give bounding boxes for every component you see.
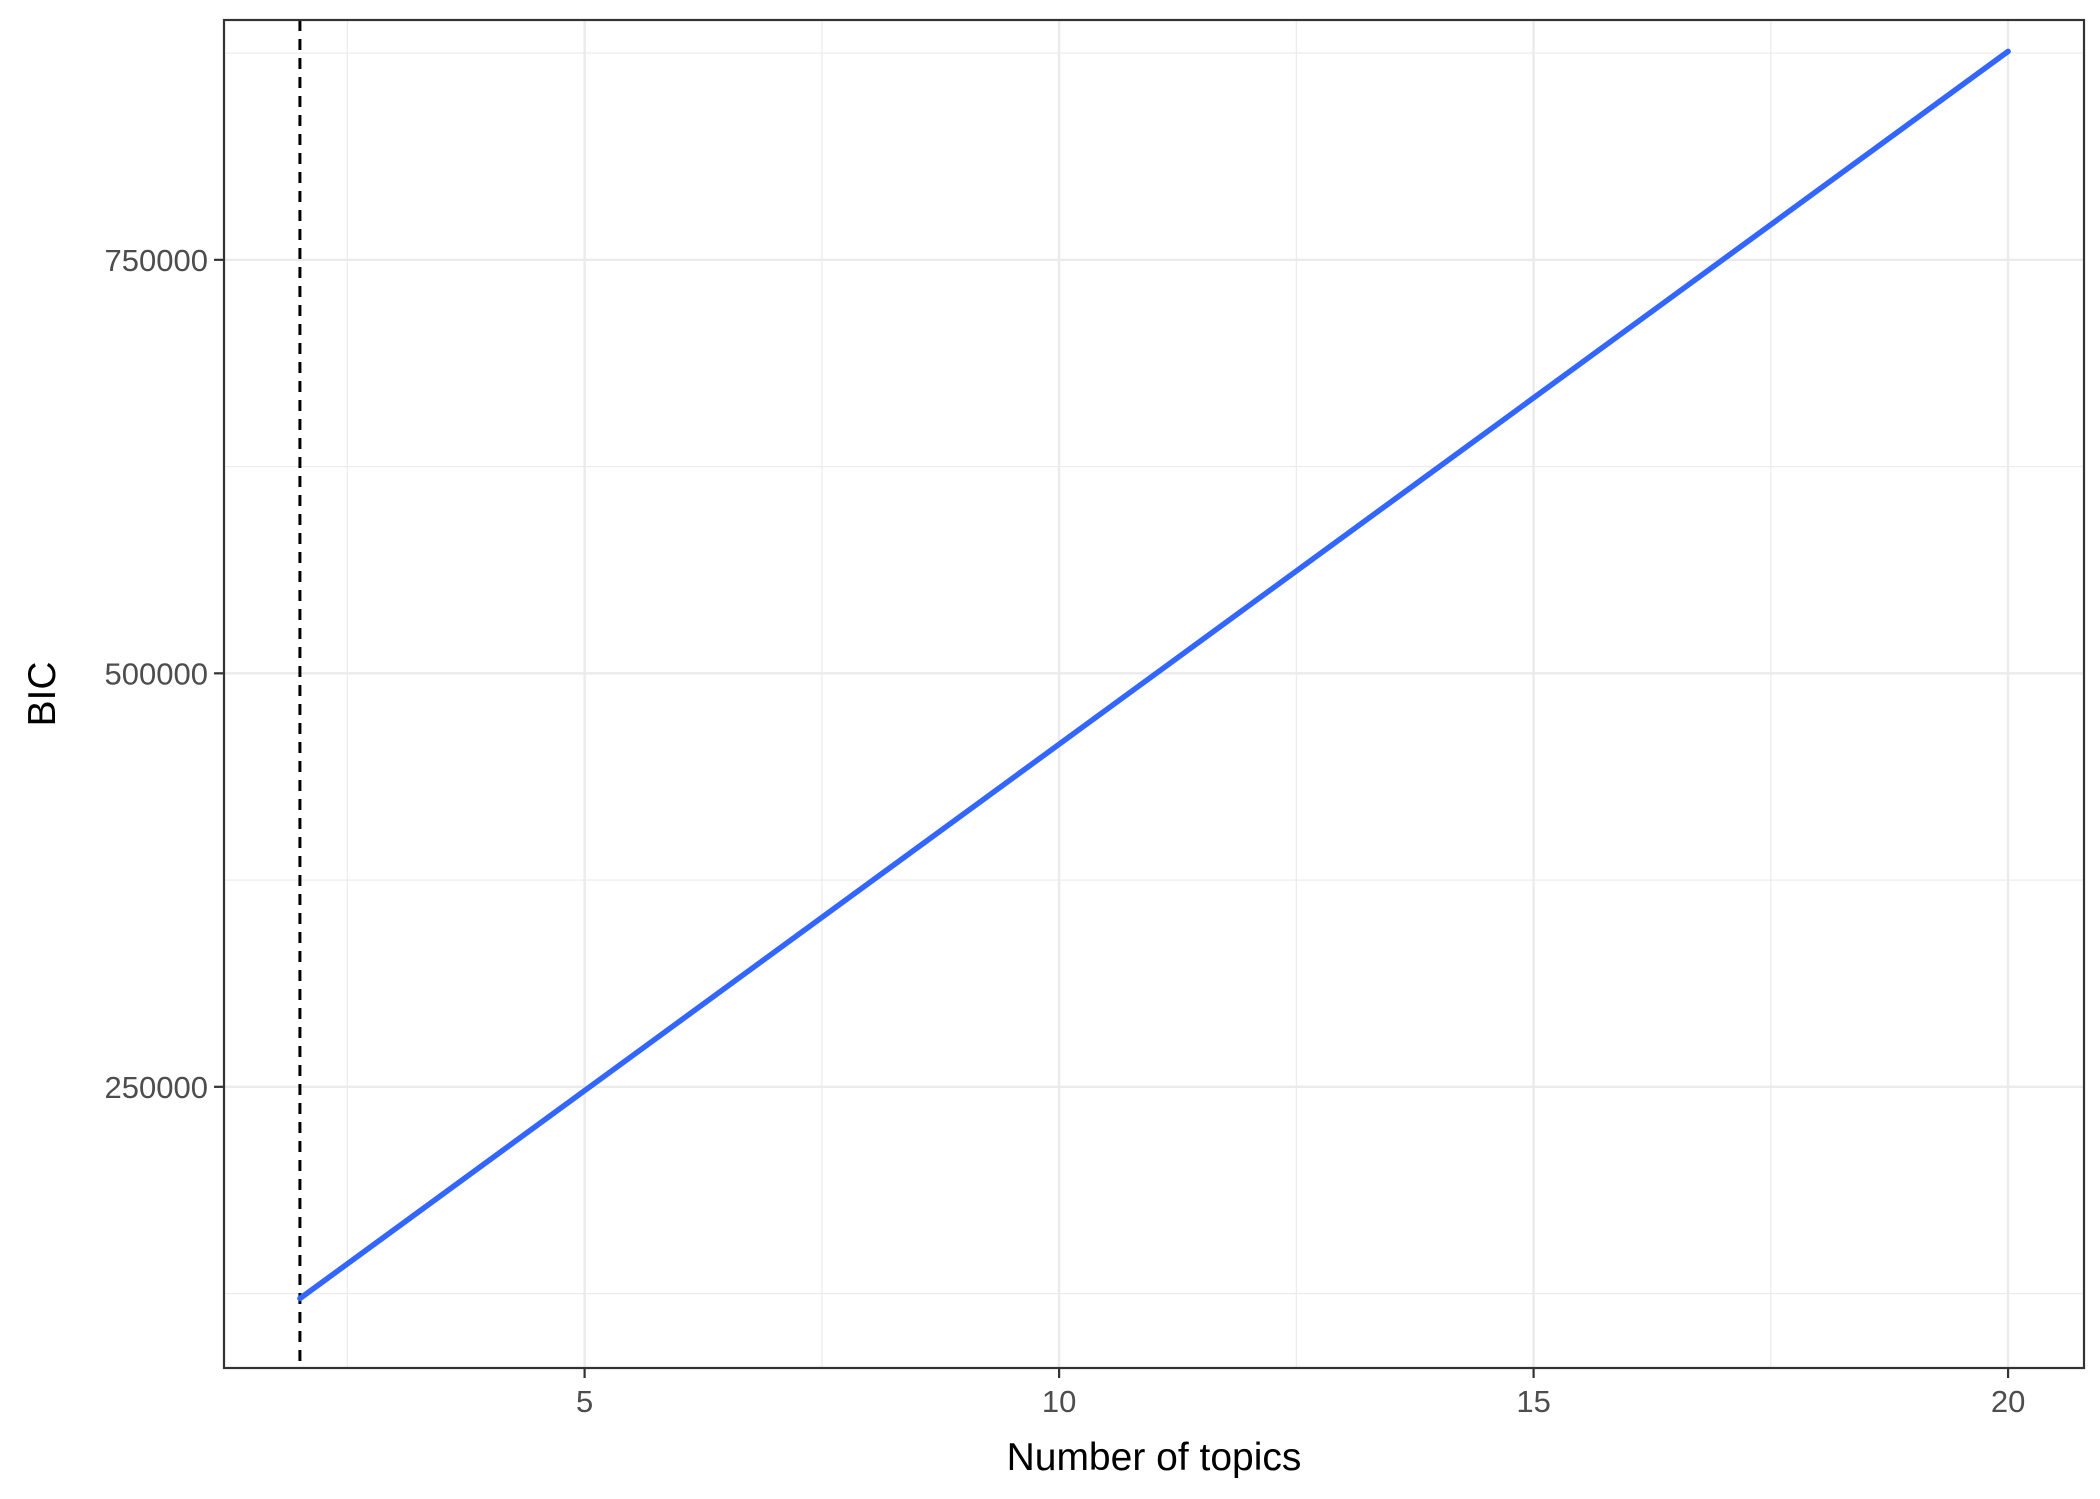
y-axis-title: BIC — [21, 661, 64, 726]
minor-gridlines — [224, 20, 2084, 1368]
y-tick-label-1: 500000 — [105, 656, 208, 691]
y-axis-ticks: 250000 500000 750000 — [105, 243, 224, 1105]
x-tick-label-1: 10 — [1042, 1384, 1076, 1419]
bic-series-line — [297, 48, 2011, 1302]
x-tick-label-2: 15 — [1516, 1384, 1550, 1419]
x-axis-title: Number of topics — [1007, 1436, 1302, 1479]
plot-border — [222, 18, 2086, 1370]
x-axis-ticks: 5 10 15 20 — [576, 1368, 2025, 1419]
plot-panel — [224, 20, 2084, 1368]
y-tick-label-2: 750000 — [105, 243, 208, 278]
x-tick-label-3: 20 — [1991, 1384, 2025, 1419]
y-tick-label-0: 250000 — [105, 1070, 208, 1105]
x-tick-label-0: 5 — [576, 1384, 593, 1419]
